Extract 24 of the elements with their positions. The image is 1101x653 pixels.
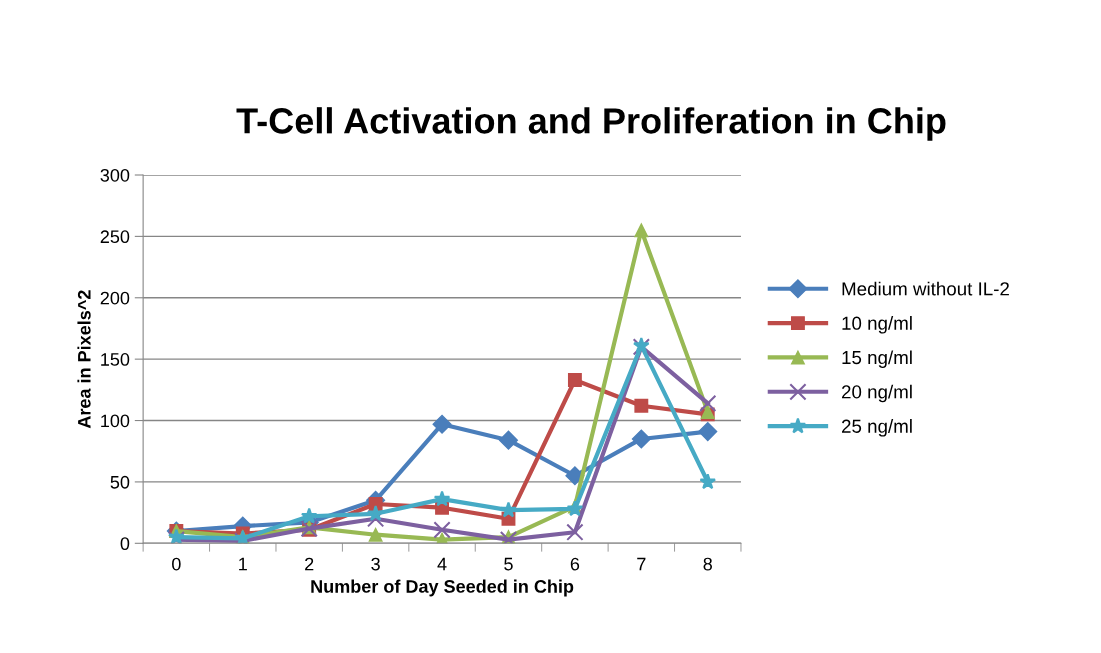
- y-tick-label: 50: [110, 475, 130, 489]
- y-tick-label: 200: [100, 291, 130, 305]
- y-tick-label: 150: [101, 353, 130, 366]
- x-tick-label: 6: [570, 557, 580, 571]
- x-tick-label: 0: [172, 557, 181, 571]
- x-tick-label: 4: [437, 557, 447, 571]
- chart-title: T-Cell Activation and Proliferation in Chip: [236, 107, 946, 141]
- x-tick-label: 8: [703, 557, 712, 571]
- x-tick-label: 2: [305, 557, 314, 571]
- y-tick-label: 0: [120, 537, 130, 551]
- legend-label: 25 ng/ml: [842, 419, 912, 437]
- x-tick-label: 3: [371, 557, 380, 571]
- y-tick-label: 300: [100, 168, 130, 182]
- legend-label: 10 ng/ml: [842, 316, 912, 334]
- x-tick-label: 5: [504, 557, 513, 571]
- y-tick-label: 250: [100, 230, 130, 244]
- legend-label: Medium without IL-2: [842, 281, 1009, 296]
- y-tick-label: 100: [101, 414, 130, 428]
- x-tick-label: 7: [637, 557, 646, 571]
- x-tick-label: 1: [239, 557, 247, 571]
- legend-label: 15 ng/ml: [842, 350, 912, 368]
- y-axis-title: Area in Pixels^2: [77, 290, 91, 429]
- legend-label: 20 ng/ml: [842, 384, 912, 403]
- x-axis-title: Number of Day Seeded in Chip: [311, 579, 574, 597]
